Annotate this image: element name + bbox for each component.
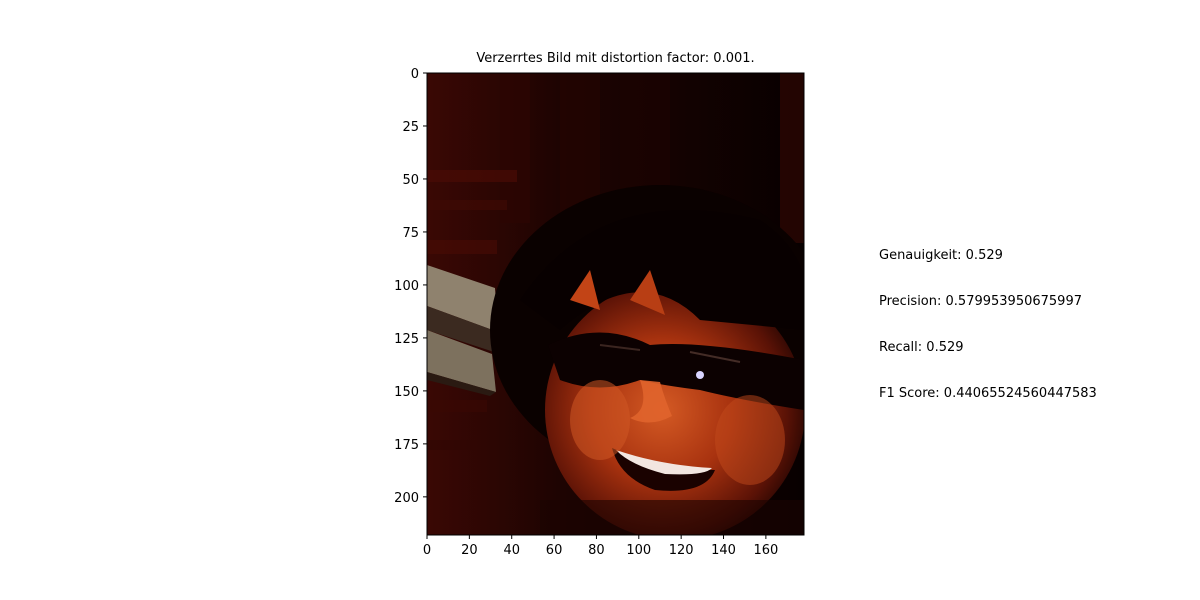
y-tick-label: 50 [402,173,419,188]
y-tick-label: 25 [402,120,419,135]
x-tick-label: 20 [461,543,478,558]
x-tick-label: 60 [546,543,563,558]
y-axis: 0 25 50 75 100 125 150 175 200 [394,67,427,506]
metric-accuracy: Genauigkeit: 0.529 [879,248,1003,263]
x-tick-label: 40 [503,543,520,558]
y-tick-label: 150 [394,385,419,400]
x-axis: 0 20 40 60 80 100 120 140 160 [423,535,778,558]
y-tick-label: 100 [394,279,419,294]
x-tick-label: 0 [423,543,431,558]
y-tick-label: 125 [394,332,419,347]
y-tick-label: 200 [394,491,419,506]
x-tick-label: 80 [588,543,605,558]
distorted-face-photo [427,73,804,535]
metric-precision: Precision: 0.579953950675997 [879,294,1082,309]
metric-recall: Recall: 0.529 [879,340,964,355]
y-tick-label: 175 [394,438,419,453]
x-tick-label: 140 [711,543,736,558]
chart-title: Verzerrtes Bild mit distortion factor: 0… [476,51,755,66]
y-tick-label: 75 [402,226,419,241]
x-tick-label: 160 [753,543,778,558]
axes-frame [426,72,805,536]
x-tick-label: 120 [669,543,694,558]
y-tick-label: 0 [411,67,419,82]
metric-f1-score: F1 Score: 0.44065524560447583 [879,386,1097,401]
x-tick-label: 100 [626,543,651,558]
